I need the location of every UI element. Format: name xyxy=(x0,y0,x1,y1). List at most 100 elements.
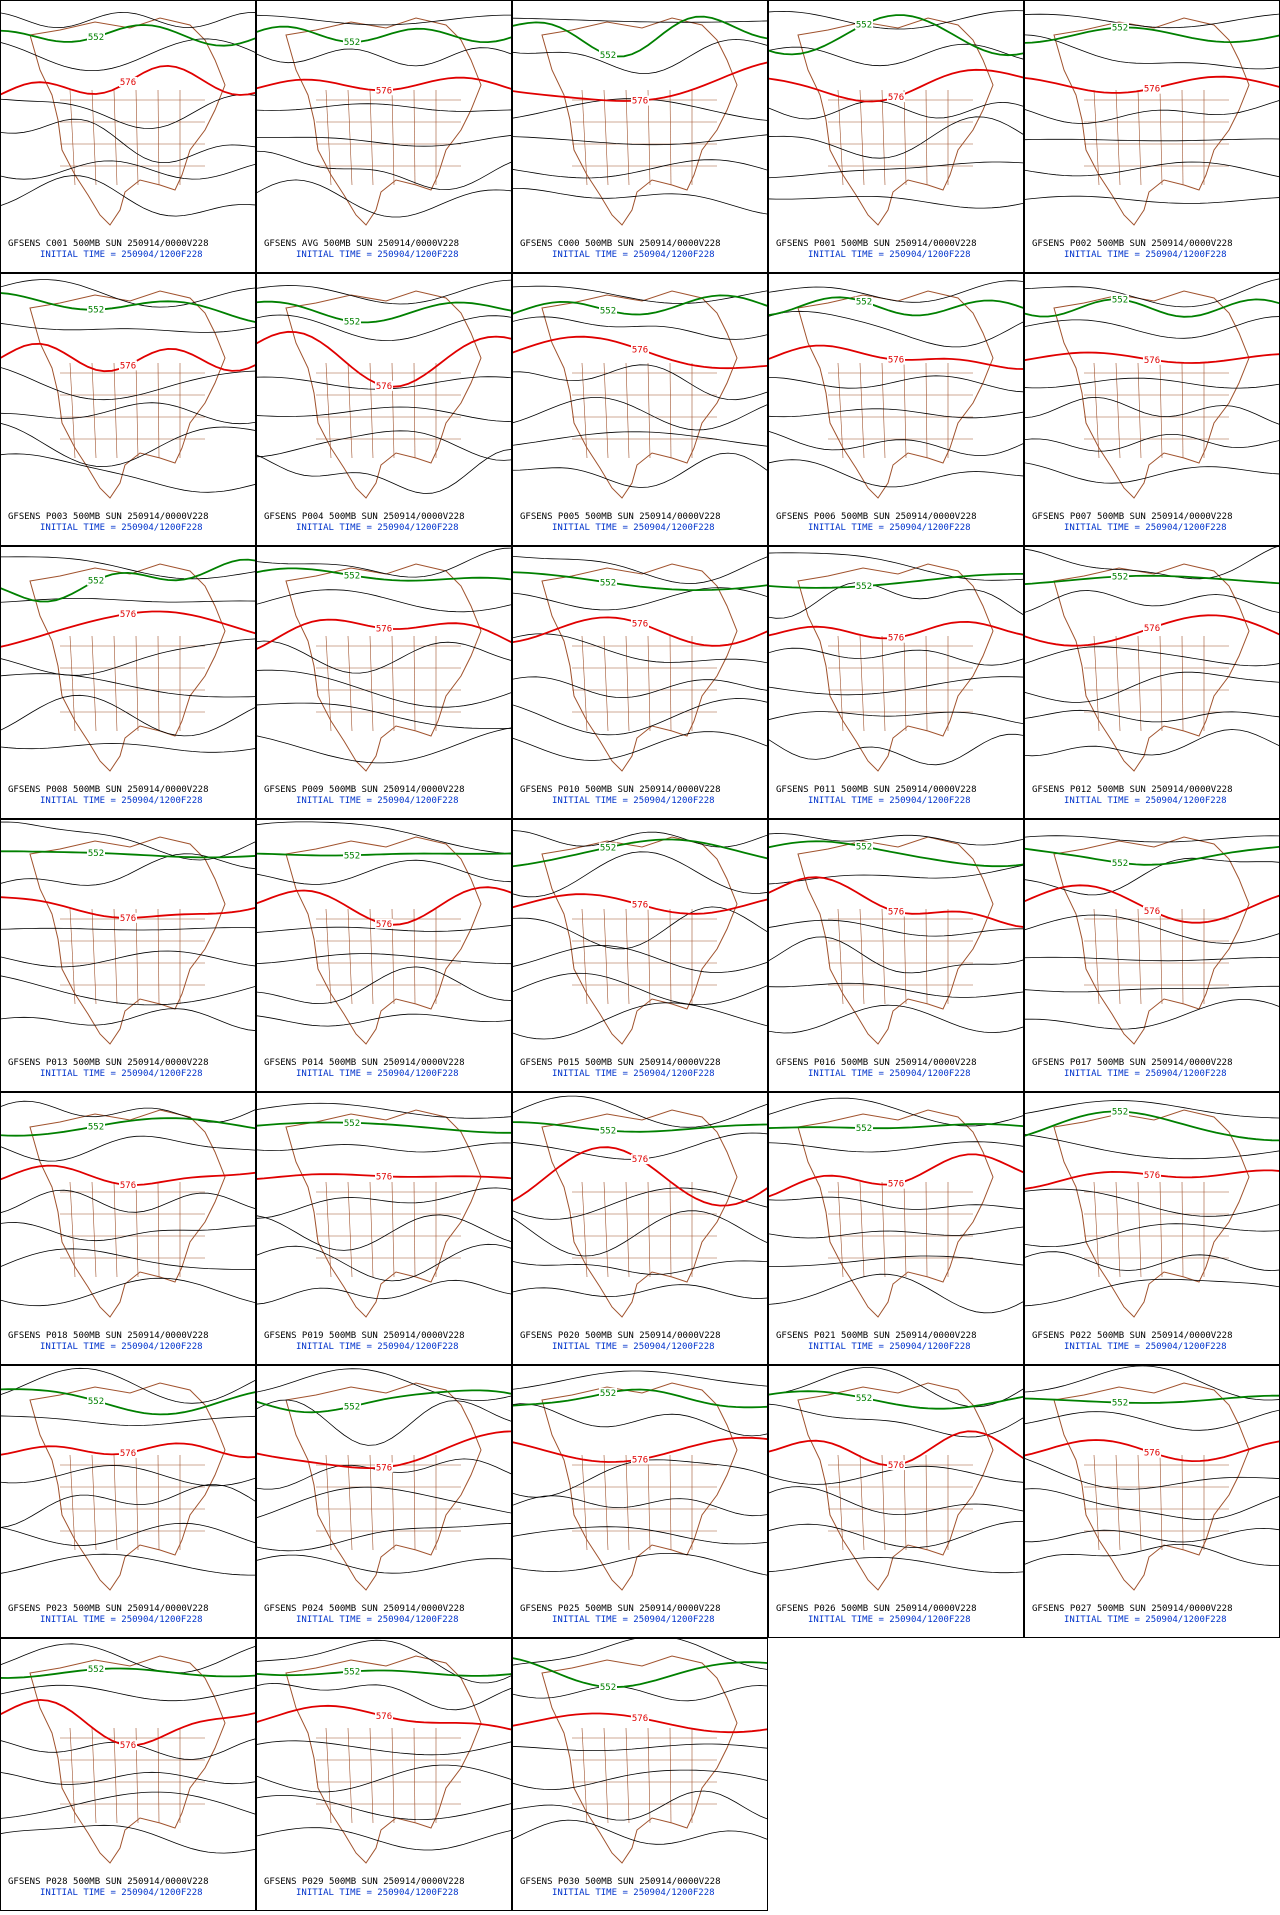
panel-title: GFSENS P021 500MB SUN 250914/0000V228 xyxy=(776,1331,976,1341)
contour-552 xyxy=(769,840,1023,868)
height-contour xyxy=(513,906,767,950)
panel-init-time: INITIAL TIME = 250904/1200F228 xyxy=(1064,523,1227,533)
state-border xyxy=(669,89,672,186)
contour-label-bg xyxy=(1143,83,1161,94)
height-contour xyxy=(257,702,511,730)
height-contour xyxy=(769,647,1023,666)
contour-label: 552 xyxy=(344,1668,360,1678)
height-contour xyxy=(1,694,255,737)
height-contour xyxy=(257,1102,511,1119)
height-contour xyxy=(1,927,255,931)
land-outline xyxy=(29,563,226,772)
map-area: 552 576 xyxy=(257,547,511,772)
map-panel: 552 576 GFSENS P014 500MB SUN 250914/0000V… xyxy=(256,819,512,1092)
contour-552 xyxy=(513,571,767,592)
contour-label-bg xyxy=(1111,1397,1129,1408)
contour-label-bg xyxy=(87,32,105,43)
height-contour xyxy=(1025,34,1279,70)
height-contour xyxy=(1025,1527,1279,1543)
map-panel: 552 576 GFSENS P018 500MB SUN 250914/0000V… xyxy=(0,1092,256,1365)
contour-label: 552 xyxy=(600,844,616,854)
height-contour xyxy=(513,945,767,973)
contour-label-bg xyxy=(631,899,649,910)
contour-label-bg xyxy=(599,1681,617,1692)
panel-border xyxy=(768,1092,1024,1365)
height-contour xyxy=(1,1367,255,1404)
contour-552 xyxy=(257,300,511,324)
contour-label: 552 xyxy=(600,1389,616,1399)
contour-label: 552 xyxy=(1112,572,1128,582)
height-contour xyxy=(1025,1366,1279,1401)
height-contour xyxy=(513,285,767,304)
state-border xyxy=(157,908,160,1005)
panel-init-time: INITIAL TIME = 250904/1200F228 xyxy=(552,796,715,806)
height-contour xyxy=(513,431,767,447)
height-contour xyxy=(1025,914,1279,944)
height-contour xyxy=(257,1827,511,1851)
height-contour xyxy=(769,408,1023,419)
contour-label-bg xyxy=(855,841,873,852)
state-border xyxy=(859,1181,865,1278)
land-outline xyxy=(541,1382,738,1591)
contour-label: 576 xyxy=(376,1172,392,1182)
state-border xyxy=(135,1454,139,1551)
height-contour xyxy=(257,150,511,191)
height-contour xyxy=(513,698,767,736)
state-border xyxy=(603,89,609,186)
state-border xyxy=(1137,89,1142,186)
height-contour xyxy=(513,1639,767,1670)
state-border xyxy=(325,1181,332,1278)
contour-552 xyxy=(1,24,255,47)
height-contour xyxy=(513,364,767,401)
height-contour xyxy=(769,43,1023,67)
land-outline xyxy=(285,290,482,499)
land-outline xyxy=(541,563,738,772)
height-contour xyxy=(513,851,767,898)
state-border xyxy=(603,635,609,732)
state-border xyxy=(859,89,865,186)
contour-552 xyxy=(257,852,511,857)
map-panel: 552 576 GFSENS P022 500MB SUN 250914/0000V… xyxy=(1024,1092,1280,1365)
height-contour xyxy=(769,1004,1023,1034)
panel-border xyxy=(256,819,512,1092)
state-border xyxy=(391,635,395,732)
height-contour xyxy=(1,1522,255,1547)
state-border xyxy=(369,1454,374,1551)
state-border xyxy=(837,908,844,1005)
height-contour xyxy=(1025,1488,1279,1521)
state-border xyxy=(1137,1454,1142,1551)
map-area: 552 576 xyxy=(1025,1100,1279,1318)
height-contour xyxy=(513,1685,767,1702)
height-contour xyxy=(1025,377,1279,389)
height-contour xyxy=(257,1399,511,1446)
panel-title: GFSENS P012 500MB SUN 250914/0000V228 xyxy=(1032,785,1232,795)
height-contour xyxy=(257,430,511,461)
state-border xyxy=(157,89,160,186)
contour-552 xyxy=(1025,574,1279,585)
height-contour xyxy=(1,367,255,401)
panel-init-time: INITIAL TIME = 250904/1200F228 xyxy=(808,1615,971,1625)
height-contour xyxy=(769,375,1023,393)
map-area: 552 576 xyxy=(1,1100,255,1318)
map-area: 552 576 xyxy=(513,285,767,499)
height-contour xyxy=(1,94,255,129)
land-outline xyxy=(1053,1382,1250,1591)
contour-label: 576 xyxy=(1144,356,1160,366)
map-area: 552 576 xyxy=(257,279,511,499)
contour-label: 552 xyxy=(88,849,104,859)
panel-title: GFSENS P028 500MB SUN 250914/0000V228 xyxy=(8,1877,208,1887)
panel-init-time: INITIAL TIME = 250904/1200F228 xyxy=(40,1888,203,1898)
panel-title: GFSENS P029 500MB SUN 250914/0000V228 xyxy=(264,1877,464,1887)
state-border xyxy=(881,635,886,732)
panel-border xyxy=(512,0,768,273)
contour-label: 576 xyxy=(632,1155,648,1165)
state-border xyxy=(603,362,609,459)
state-border xyxy=(625,635,630,732)
state-border xyxy=(113,1181,118,1278)
state-border xyxy=(391,1181,395,1278)
panel-border xyxy=(1024,0,1280,273)
height-contour xyxy=(1025,100,1279,124)
land-outline xyxy=(285,1109,482,1318)
map-panel: 552 576 GFSENS P006 500MB SUN 250914/0000V… xyxy=(768,273,1024,546)
contour-552 xyxy=(769,573,1023,589)
